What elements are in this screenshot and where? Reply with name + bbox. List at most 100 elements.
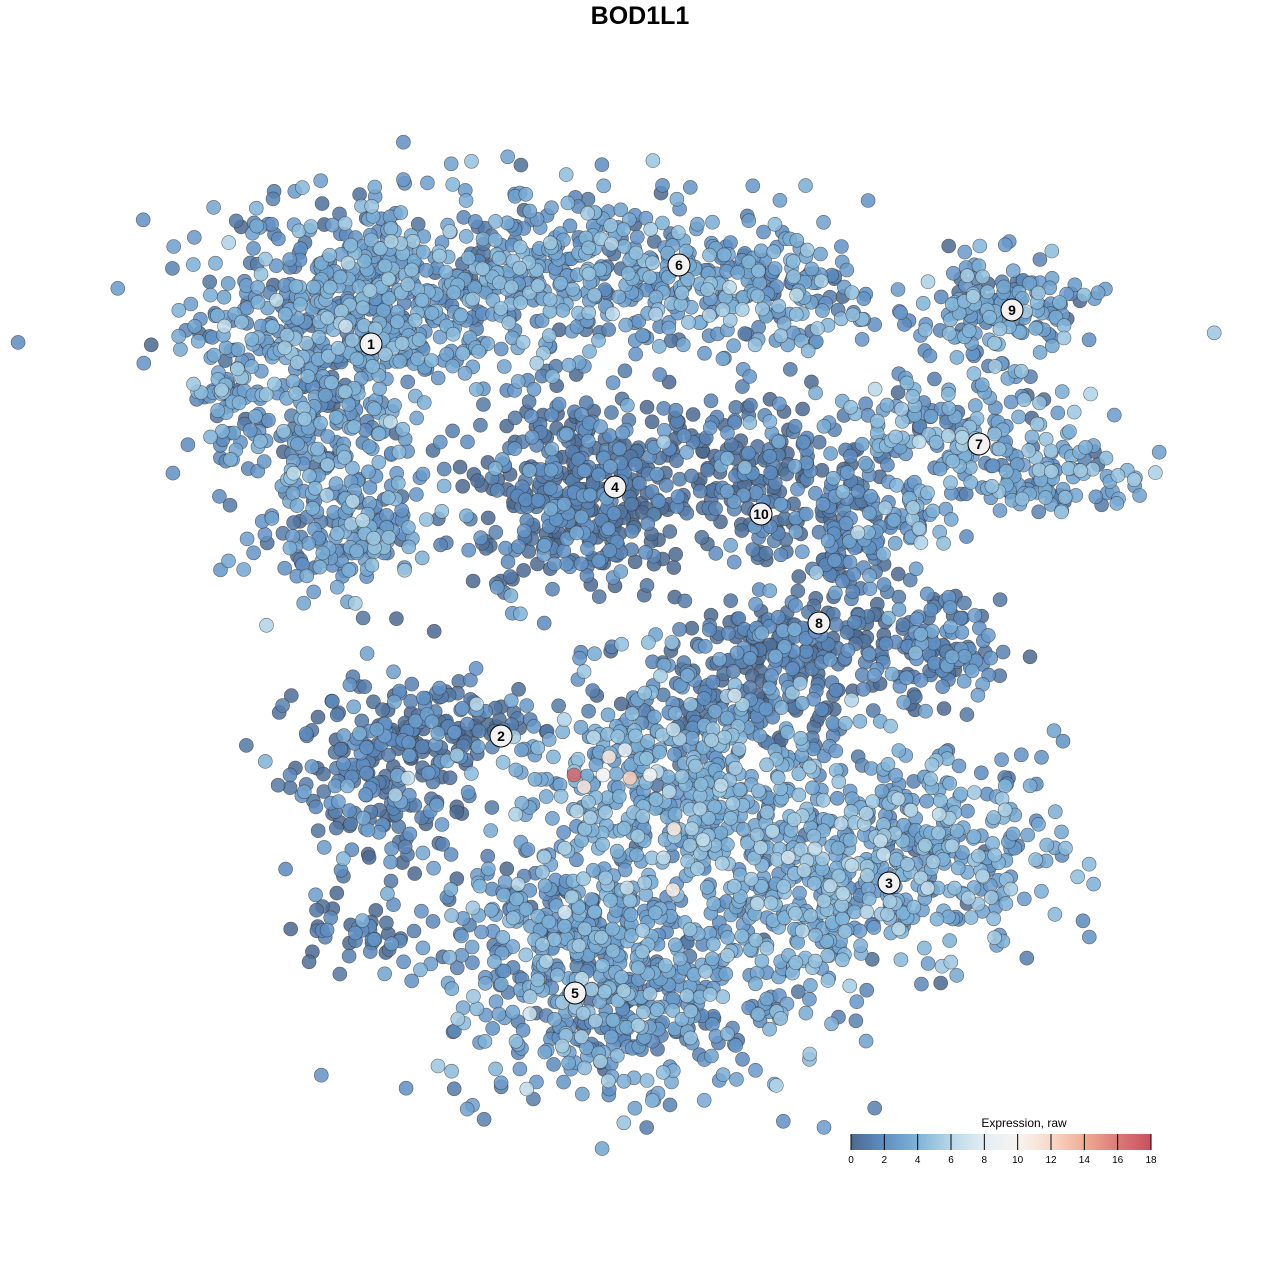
cell-point (302, 468, 317, 484)
cell-point (627, 1100, 643, 1116)
cell-point (720, 425, 735, 441)
cell-point (271, 231, 286, 247)
cell-point (964, 663, 980, 679)
cell-point (556, 496, 572, 512)
cell-point (820, 948, 836, 963)
cell-point (505, 1004, 521, 1020)
cell-point (816, 215, 831, 230)
cell-point (683, 1003, 699, 1019)
cell-point (444, 908, 459, 923)
cell-point (987, 930, 1002, 946)
cell-point (340, 778, 355, 794)
cell-point (487, 461, 503, 476)
cell-point (580, 541, 595, 556)
cell-point (603, 218, 619, 233)
cell-point (726, 663, 741, 679)
cell-point (715, 1067, 731, 1082)
cell-point (359, 765, 374, 781)
cell-point (889, 477, 904, 493)
cell-point (857, 455, 873, 471)
cell-point (361, 850, 377, 865)
cell-point (432, 434, 448, 450)
cell-point (667, 706, 683, 721)
cell-point (488, 994, 504, 1010)
cell-point (457, 365, 473, 381)
cell-point (717, 729, 732, 745)
cell-point (496, 359, 512, 374)
cell-point (824, 1016, 839, 1032)
cell-point (489, 483, 505, 498)
cell-point (827, 553, 842, 568)
cell-point (802, 1046, 818, 1062)
cell-point (465, 291, 480, 307)
cell-point (742, 369, 758, 384)
cell-point (923, 408, 939, 424)
cell-point (187, 318, 202, 334)
cell-point (715, 989, 731, 1005)
cell-point (328, 476, 344, 492)
cell-point (572, 650, 587, 666)
cell-point (867, 1100, 883, 1116)
cell-point (493, 301, 509, 316)
cell-point (264, 511, 280, 526)
cell-point (1005, 826, 1021, 842)
cell-point (651, 339, 667, 354)
cell-point (352, 726, 367, 741)
cell-point (1032, 252, 1048, 267)
cell-point (773, 328, 789, 344)
cell-point (603, 893, 618, 908)
cell-point (461, 542, 477, 558)
cell-point (771, 434, 787, 450)
cell-point (285, 374, 301, 389)
cell-point (791, 569, 807, 584)
cell-point (504, 279, 519, 295)
cell-point (221, 553, 236, 569)
cell-point (741, 213, 757, 228)
cell-point (535, 937, 550, 952)
cell-point (1029, 416, 1045, 432)
cell-point (909, 611, 925, 627)
cell-point (971, 848, 986, 864)
cell-point (991, 441, 1007, 457)
cell-point (942, 600, 958, 615)
cell-point (644, 1093, 660, 1108)
cell-point (936, 701, 952, 716)
cell-point (386, 694, 402, 710)
cell-point (530, 492, 546, 508)
cell-point (792, 885, 807, 901)
cell-point (986, 911, 1002, 927)
cell-point (459, 1101, 475, 1117)
cell-point (1011, 409, 1026, 425)
cell-point (389, 314, 405, 330)
cell-point (616, 1115, 632, 1131)
cell-point (180, 437, 196, 453)
cell-point (1066, 404, 1082, 420)
cell-point (831, 774, 847, 790)
cell-point (409, 410, 425, 426)
cell-point (941, 326, 957, 341)
cell-point (972, 238, 988, 254)
cell-point (580, 433, 596, 449)
cell-point (914, 976, 929, 992)
cell-point (773, 1011, 788, 1026)
cell-point (806, 876, 822, 891)
cell-point (609, 843, 625, 859)
cell-point (391, 444, 407, 460)
cell-point (571, 938, 587, 953)
cell-point (310, 441, 325, 457)
cell-point (931, 825, 946, 841)
cell-point (143, 337, 159, 353)
cell-point (767, 217, 783, 232)
cell-point (292, 297, 308, 312)
cell-point (305, 500, 321, 516)
cell-point (278, 861, 293, 877)
cell-point (434, 503, 450, 519)
cell-point (346, 419, 362, 435)
cell-point (849, 994, 865, 1010)
cell-point (513, 157, 529, 173)
cell-point (762, 414, 778, 429)
cell-point (288, 386, 304, 401)
cell-point (449, 747, 465, 763)
cell-point (1020, 827, 1035, 843)
cell-point (450, 1011, 466, 1027)
